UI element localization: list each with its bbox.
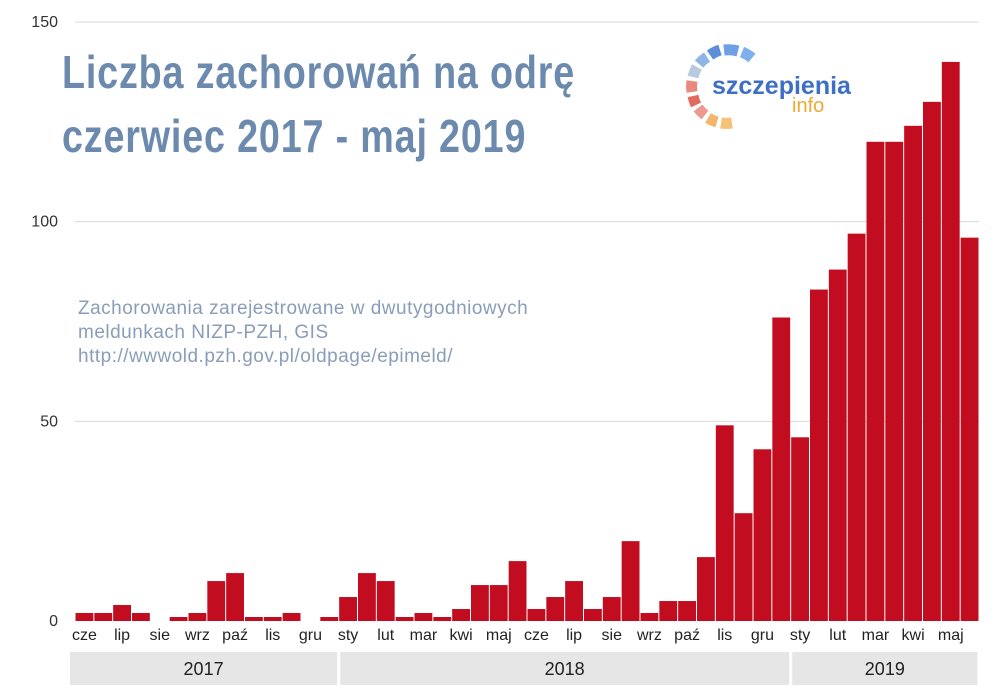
x-tick-label-23: maj [938, 627, 964, 644]
bar-16 [376, 581, 395, 621]
bar-45 [923, 101, 941, 621]
y-tick-label-50: 50 [40, 413, 58, 430]
y-tick-label-100: 100 [31, 214, 58, 231]
logo-ring-icon [686, 44, 756, 129]
x-tick-label-5: lis [265, 627, 280, 644]
x-tick-label-12: cze [524, 627, 549, 644]
year-band-2018 [340, 652, 790, 685]
x-tick-label-0: cze [72, 627, 97, 644]
x-tick-label-2: sie [150, 627, 171, 644]
bar-29 [621, 541, 640, 621]
bar-23 [508, 561, 527, 621]
y-tick-label-0: 0 [49, 613, 58, 630]
bar-21 [471, 585, 489, 621]
bar-13 [320, 617, 339, 621]
bar-15 [358, 573, 376, 621]
bar-36 [753, 449, 772, 621]
x-tick-label-15: wrz [636, 627, 662, 644]
source-line-3: http://wwwold.pzh.gov.pl/oldpage/epimeld… [78, 346, 454, 367]
bar-33 [697, 557, 715, 621]
bar-42 [866, 141, 885, 622]
x-tick-label-20: lut [829, 627, 846, 644]
x-tick-label-14: sie [602, 627, 623, 644]
bar-14 [339, 597, 357, 621]
bar-46 [941, 61, 960, 621]
year-label-2019: 2019 [865, 659, 905, 679]
bar-47 [960, 237, 979, 621]
bar-35 [734, 513, 753, 621]
bar-10 [263, 617, 282, 621]
bar-30 [640, 613, 659, 621]
logo-word-szczepienia: szczepienia [712, 72, 851, 100]
bar-24 [527, 609, 546, 621]
bar-31 [659, 601, 678, 621]
bar-39 [810, 289, 828, 621]
bar-40 [828, 269, 847, 621]
bar-6 [188, 613, 207, 621]
chart-title: Liczba zachorowań na odrę czerwiec 2017 … [62, 40, 575, 168]
x-tick-label-21: mar [862, 627, 890, 644]
x-tick-label-3: wrz [184, 627, 210, 644]
x-tick-label-8: lut [377, 627, 394, 644]
bar-9 [245, 617, 263, 621]
year-label-2017: 2017 [184, 659, 224, 679]
bar-7 [207, 581, 226, 621]
bar-37 [772, 317, 791, 621]
x-tick-label-16: paź [674, 627, 700, 644]
year-band-2019 [792, 652, 978, 685]
bar-3 [132, 613, 150, 621]
bar-18 [414, 613, 433, 621]
x-tick-label-13: lip [566, 627, 582, 644]
x-tick-label-9: mar [410, 627, 438, 644]
source-line-2: meldunkach NIZP-PZH, GIS [78, 322, 329, 343]
bar-17 [395, 617, 414, 621]
bar-44 [904, 125, 922, 622]
bar-2 [113, 605, 131, 621]
bar-28 [602, 597, 621, 621]
x-tick-label-11: maj [486, 627, 512, 644]
bar-25 [546, 597, 565, 621]
bar-34 [715, 425, 734, 621]
x-tick-label-10: kwi [450, 627, 473, 644]
bar-22 [489, 585, 508, 621]
bar-43 [885, 141, 904, 622]
bar-1 [94, 613, 113, 621]
x-tick-label-18: gru [751, 627, 774, 644]
x-tick-label-1: lip [114, 627, 130, 644]
x-tick-label-22: kwi [902, 627, 925, 644]
chart-source-note: Zachorowania zarejestrowane w dwutygodni… [78, 297, 528, 369]
year-label-2018: 2018 [545, 659, 585, 679]
bar-32 [678, 601, 696, 621]
bar-5 [169, 617, 188, 621]
bar-19 [433, 617, 452, 621]
title-line-2: czerwiec 2017 - maj 2019 [62, 110, 527, 162]
bar-38 [791, 437, 809, 621]
bar-8 [226, 573, 244, 621]
x-tick-label-6: gru [299, 627, 322, 644]
title-line-1: Liczba zachorowań na odrę [62, 46, 576, 98]
y-tick-label-150: 150 [31, 14, 58, 31]
bar-41 [847, 233, 866, 621]
year-band-2017 [70, 652, 338, 685]
szczepienia-info-logo: szczepienia info [686, 42, 866, 134]
bar-11 [282, 613, 301, 621]
x-tick-label-17: lis [717, 627, 732, 644]
x-tick-label-4: paź [222, 627, 248, 644]
logo-word-info: info [792, 95, 825, 117]
bar-26 [565, 581, 583, 621]
bar-20 [452, 609, 470, 621]
x-tick-label-19: sty [790, 627, 810, 644]
source-line-1: Zachorowania zarejestrowane w dwutygodni… [78, 298, 529, 319]
bar-27 [584, 609, 602, 621]
x-tick-label-7: sty [338, 627, 358, 644]
bar-0 [75, 613, 94, 621]
